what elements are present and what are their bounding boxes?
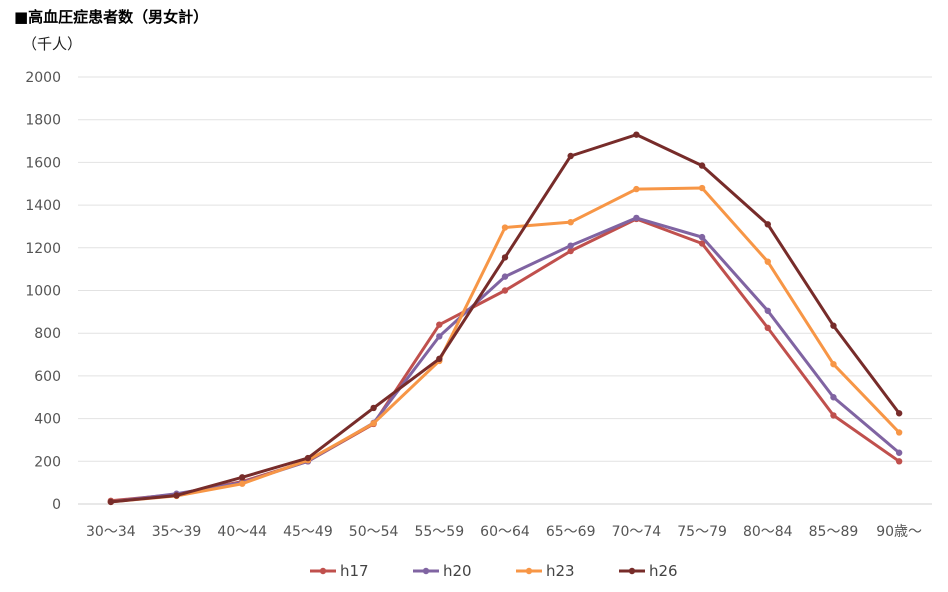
y-tick-label: 1200: [25, 241, 61, 257]
y-tick-label: 600: [34, 369, 61, 385]
data-point: [764, 307, 771, 314]
data-point: [633, 185, 640, 193]
x-tick-label: 60～64: [480, 524, 530, 540]
data-point: [567, 152, 574, 160]
data-point: [567, 247, 574, 255]
y-tick-label: 1400: [25, 198, 61, 214]
legend-item-h23: h23: [516, 562, 575, 580]
x-tick-label: 65～69: [546, 524, 596, 540]
legend: h17 h20 h23 h26: [310, 562, 678, 580]
x-tick-label: 40～44: [217, 524, 267, 540]
data-point: [436, 355, 443, 363]
data-point: [436, 321, 443, 328]
legend-label: h23: [546, 562, 575, 580]
y-tick-label: 0: [52, 497, 61, 513]
data-point: [567, 242, 574, 249]
y-axis-unit-label: （千人）: [22, 35, 83, 53]
chart-title: ■高血圧症患者数（男女計）: [14, 8, 209, 26]
x-tick-label: 85～89: [809, 524, 859, 540]
data-point: [764, 258, 771, 265]
x-tick-label: 55～59: [414, 524, 464, 540]
data-point: [501, 224, 509, 231]
legend-marker: [319, 567, 327, 575]
y-tick-label: 1600: [25, 155, 61, 171]
data-point: [830, 322, 837, 329]
y-tick-label: 1800: [25, 113, 61, 129]
y-tick-label: 2000: [25, 70, 61, 86]
y-axis-tick-labels: 0 200 400 600 800 1000 1200 1400 1600 1800 2000: [25, 70, 61, 513]
data-point: [567, 218, 574, 226]
x-tick-label: 50～54: [349, 524, 399, 540]
gridlines: [78, 76, 932, 505]
x-tick-label: 30～34: [86, 524, 136, 540]
legend-label: h26: [649, 562, 678, 580]
data-point: [633, 214, 640, 222]
data-point: [764, 221, 771, 228]
legend-label: h20: [443, 562, 472, 580]
data-point: [107, 498, 115, 506]
data-point: [895, 410, 903, 417]
data-point: [698, 233, 706, 241]
data-point: [764, 324, 771, 332]
data-point: [370, 404, 377, 412]
data-point: [830, 394, 837, 401]
data-point: [304, 454, 312, 462]
data-point: [501, 273, 509, 280]
data-point: [239, 474, 246, 481]
data-point: [830, 360, 837, 368]
data-point: [895, 449, 903, 456]
data-point: [501, 254, 509, 261]
series-line: [110, 217, 901, 503]
y-tick-label: 1000: [25, 284, 61, 300]
data-point: [370, 420, 377, 427]
data-point: [436, 333, 443, 340]
legend-marker: [422, 567, 430, 575]
y-tick-label: 200: [34, 454, 61, 470]
data-point: [830, 412, 837, 419]
legend-item-h26: h26: [619, 562, 678, 580]
legend-marker: [628, 567, 636, 575]
legend-marker: [525, 567, 533, 575]
y-tick-label: 400: [34, 412, 61, 428]
x-tick-label: 45～49: [283, 524, 333, 540]
series-lines: [107, 131, 903, 506]
data-point: [239, 480, 246, 487]
data-point: [501, 287, 509, 294]
legend-item-h17: h17: [310, 562, 369, 580]
series-h26: [107, 131, 903, 506]
x-tick-label: 35～39: [152, 524, 202, 540]
y-tick-label: 800: [34, 326, 61, 342]
x-tick-label: 90歳～: [876, 524, 922, 540]
data-point: [698, 240, 706, 247]
data-point: [698, 184, 706, 192]
series-line: [110, 133, 901, 504]
data-point: [633, 131, 640, 138]
data-point: [698, 162, 706, 169]
legend-item-h20: h20: [413, 562, 472, 580]
x-tick-label: 80～84: [743, 524, 793, 540]
data-point: [895, 458, 903, 465]
legend-label: h17: [340, 562, 369, 580]
x-tick-label: 70～74: [612, 524, 662, 540]
series-h23: [107, 184, 903, 506]
x-tick-label: 75～79: [677, 524, 727, 540]
x-axis-tick-labels: 30～34 35～39 40～44 45～49 50～54 55～59 60～64 65～69…: [86, 524, 922, 540]
data-point: [173, 492, 180, 499]
data-point: [895, 429, 903, 436]
